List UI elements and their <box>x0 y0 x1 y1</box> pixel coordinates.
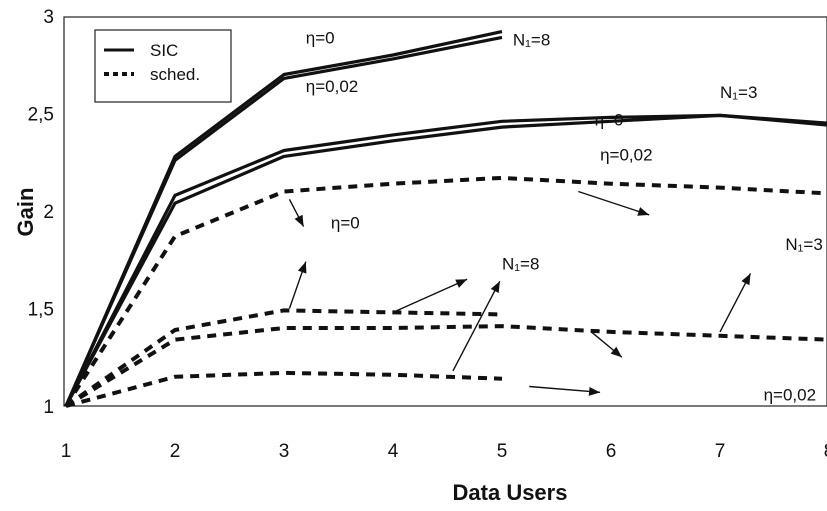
curve-annotation-10: η=0,02 <box>764 385 816 404</box>
legend: SIC sched. <box>94 29 232 103</box>
sched-series-line-8 <box>65 370 503 408</box>
y-tick-label-3: 2 <box>43 202 54 223</box>
x-tick-label-7: 7 <box>715 441 726 462</box>
x-tick-label-8: 8 <box>824 441 827 462</box>
arrow-head-7 <box>610 346 622 358</box>
sic-series-line-2 <box>64 35 503 407</box>
curve-annotation-1: η=0 <box>306 28 335 47</box>
annotation-layer: η=0 η=0,02 N₁=8 N₁=3 η=0 η=0,02 η=0 N₁=8 N₁=3 η=0… <box>306 28 823 404</box>
sched-series-line-7 <box>64 324 827 408</box>
y-tick-label-5: 3 <box>43 7 54 28</box>
curve-annotation-3: N₁=8 <box>513 30 550 49</box>
arrow-line-5 <box>452 280 501 372</box>
x-tick-label-4: 4 <box>388 441 399 462</box>
sched-series-line-5 <box>64 175 827 408</box>
y-tick-label-1: 1 <box>43 397 54 418</box>
y-axis-title: Gain <box>13 188 38 237</box>
arrow-head-8 <box>588 386 601 396</box>
curve-annotation-5: η=0 <box>595 110 624 129</box>
x-tick-label-6: 6 <box>606 441 617 462</box>
tick-layer: 1 2 3 4 5 6 7 8 1 1,5 2 2,5 3 <box>28 7 827 462</box>
arrow-line-8 <box>529 385 601 394</box>
curve-annotation-2: η=0,02 <box>306 77 358 96</box>
x-tick-label-2: 2 <box>170 441 181 462</box>
sched-series-line-6 <box>64 308 503 408</box>
curve-annotation-4: N₁=3 <box>720 83 757 102</box>
y-tick-label-2: 1,5 <box>28 300 54 321</box>
legend-label-sched: sched. <box>150 65 200 84</box>
arrow-head-2 <box>294 214 304 227</box>
sic-series-line-3 <box>64 113 827 407</box>
curve-annotation-9: N₁=3 <box>785 235 822 254</box>
x-tick-label-5: 5 <box>497 441 508 462</box>
series-layer <box>64 30 827 408</box>
x-axis-title: Data Users <box>453 480 568 505</box>
x-tick-label-3: 3 <box>279 441 290 462</box>
legend-label-sic: SIC <box>150 41 178 60</box>
arrow-head-4 <box>455 279 468 288</box>
sic-series-line-4 <box>64 113 827 407</box>
curve-annotation-7: η=0 <box>331 214 360 233</box>
y-tick-label-4: 2,5 <box>28 105 54 126</box>
arrow-head-6 <box>741 273 751 286</box>
arrow-head-3 <box>297 261 307 274</box>
legend-box <box>94 29 232 103</box>
arrow-line-1 <box>578 190 650 216</box>
arrow-layer <box>288 190 752 396</box>
plot-frame <box>63 16 827 407</box>
arrow-line-4 <box>392 278 468 314</box>
curve-annotation-6: η=0,02 <box>600 145 652 164</box>
arrow-head-5 <box>490 281 500 294</box>
x-tick-label-1: 1 <box>61 441 72 462</box>
curve-annotation-8: N₁=8 <box>502 255 539 274</box>
arrow-head-1 <box>637 207 650 216</box>
